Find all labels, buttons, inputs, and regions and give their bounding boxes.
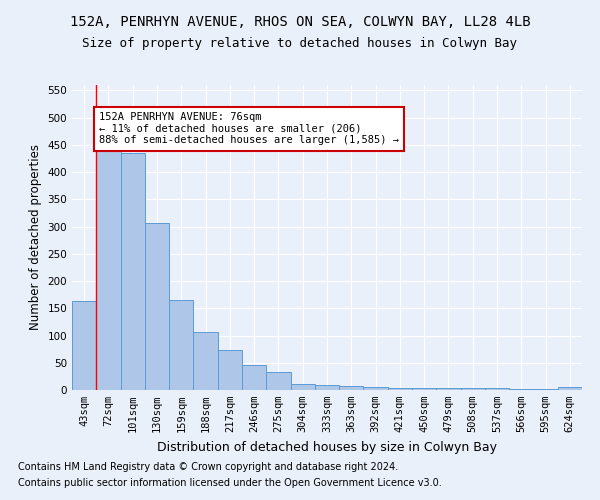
Bar xyxy=(72,301,96,390)
Y-axis label: Number of detached properties: Number of detached properties xyxy=(29,144,42,330)
Bar xyxy=(96,145,121,390)
Bar xyxy=(339,386,364,390)
Bar xyxy=(121,153,145,390)
Text: 152A, PENRHYN AVENUE, RHOS ON SEA, COLWYN BAY, LL28 4LB: 152A, PENRHYN AVENUE, RHOS ON SEA, COLWY… xyxy=(70,15,530,29)
Bar xyxy=(364,386,388,390)
Bar xyxy=(290,384,315,390)
Bar xyxy=(388,388,412,390)
Bar xyxy=(412,388,436,390)
Text: Size of property relative to detached houses in Colwyn Bay: Size of property relative to detached ho… xyxy=(83,38,517,51)
X-axis label: Distribution of detached houses by size in Colwyn Bay: Distribution of detached houses by size … xyxy=(157,440,497,454)
Bar xyxy=(461,388,485,390)
Bar xyxy=(218,350,242,390)
Text: Contains public sector information licensed under the Open Government Licence v3: Contains public sector information licen… xyxy=(18,478,442,488)
Text: 152A PENRHYN AVENUE: 76sqm
← 11% of detached houses are smaller (206)
88% of sem: 152A PENRHYN AVENUE: 76sqm ← 11% of deta… xyxy=(99,112,399,146)
Bar xyxy=(193,332,218,390)
Bar xyxy=(315,384,339,390)
Bar xyxy=(485,388,509,390)
Bar xyxy=(145,223,169,390)
Bar xyxy=(436,388,461,390)
Bar xyxy=(266,372,290,390)
Bar xyxy=(558,388,582,390)
Bar xyxy=(242,366,266,390)
Text: Contains HM Land Registry data © Crown copyright and database right 2024.: Contains HM Land Registry data © Crown c… xyxy=(18,462,398,472)
Bar xyxy=(509,389,533,390)
Bar xyxy=(169,300,193,390)
